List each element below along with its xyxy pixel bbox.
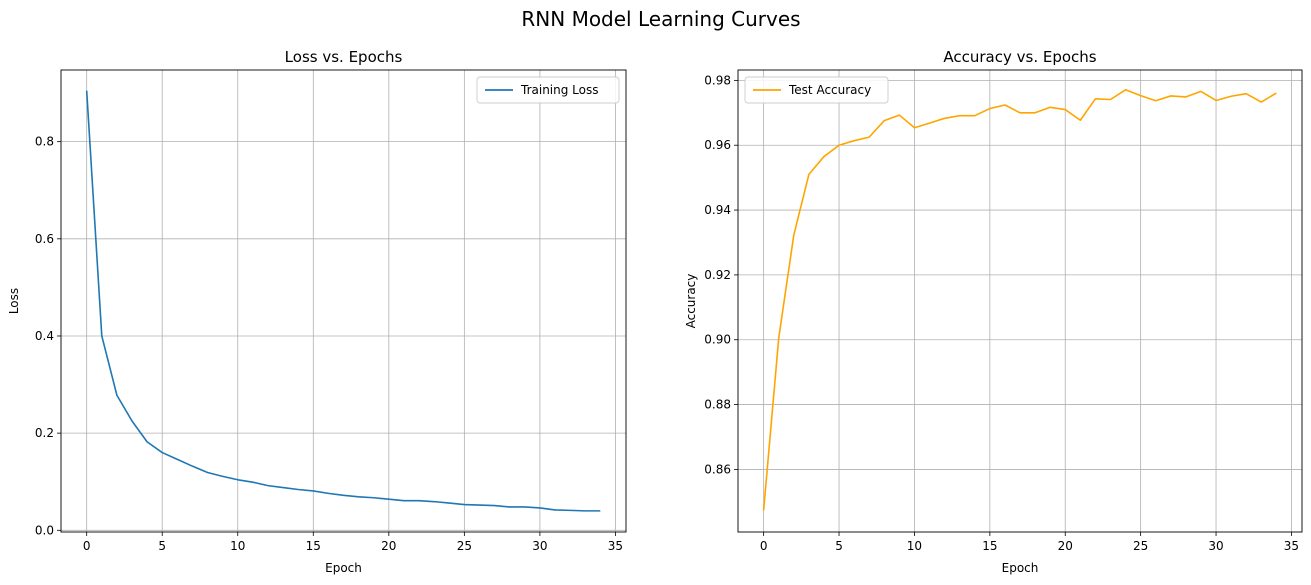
accuracy-y-axis-label: Accuracy	[684, 274, 698, 329]
accuracy-x-tick-label: 20	[1058, 539, 1073, 553]
loss-y-tick-label: 0.6	[35, 232, 54, 246]
loss-x-tick-label: 0	[83, 539, 91, 553]
loss-x-tick-label: 30	[532, 539, 547, 553]
loss-legend-box	[476, 76, 620, 104]
accuracy-x-axis-label: Epoch	[1002, 561, 1039, 575]
loss-chart-panel: 0 5 10 15 20 25 30 35 0.0 0.2 0.4 0.6 0.8 Loss vs. Ep…	[7, 48, 627, 575]
accuracy-legend: Test Accuracy	[744, 76, 889, 104]
loss-y-tick-label: 0.2	[35, 426, 54, 440]
accuracy-y-tick-label: 0.94	[704, 203, 731, 217]
figure-suptitle: RNN Model Learning Curves	[521, 7, 800, 31]
loss-x-axis-label: Epoch	[325, 561, 362, 575]
loss-legend-label: Training Loss	[520, 83, 598, 97]
loss-grid	[61, 70, 626, 532]
loss-y-tick-label: 0.8	[35, 135, 54, 149]
loss-x-tick-label: 35	[608, 539, 623, 553]
accuracy-x-tick-label: 25	[1133, 539, 1148, 553]
accuracy-series-line	[762, 88, 1277, 511]
accuracy-x-tick-label: 0	[760, 539, 768, 553]
accuracy-y-tick-label: 0.90	[704, 333, 731, 347]
loss-y-tick-label: 0.4	[35, 329, 54, 343]
loss-chart-title: Loss vs. Epochs	[285, 48, 403, 66]
accuracy-y-tick-label: 0.96	[704, 138, 731, 152]
accuracy-y-tick-label: 0.86	[704, 462, 731, 476]
accuracy-grid	[738, 70, 1302, 532]
accuracy-y-tick-label: 0.92	[704, 268, 731, 282]
accuracy-y-tick-label: 0.98	[704, 73, 731, 87]
loss-y-axis-label: Loss	[7, 288, 21, 314]
accuracy-chart-title: Accuracy vs. Epochs	[943, 48, 1096, 66]
accuracy-plot-frame	[737, 69, 1303, 533]
accuracy-chart-panel: 0 5 10 15 20 25 30 35 0.86 0.88 0.90 0.92 0.94 0.96 0.…	[684, 48, 1303, 575]
loss-x-tick-label: 5	[158, 539, 166, 553]
accuracy-y-tick-label: 0.88	[704, 398, 731, 412]
accuracy-x-tick-label: 10	[907, 539, 922, 553]
loss-legend: Training Loss	[476, 76, 620, 104]
accuracy-x-tick-label: 5	[835, 539, 843, 553]
accuracy-x-tick-label: 30	[1208, 539, 1223, 553]
loss-x-tick-label: 10	[230, 539, 245, 553]
loss-x-tick-label: 15	[306, 539, 321, 553]
loss-x-tick-label: 20	[381, 539, 396, 553]
accuracy-x-tick-label: 15	[982, 539, 997, 553]
accuracy-legend-box	[744, 76, 889, 104]
loss-y-tick-label: 0.0	[35, 523, 54, 537]
loss-series-line	[85, 90, 601, 512]
accuracy-legend-label: Test Accuracy	[788, 83, 871, 97]
loss-plot-frame	[60, 69, 627, 533]
accuracy-x-tick-label: 35	[1284, 539, 1299, 553]
loss-x-tick-label: 25	[457, 539, 472, 553]
